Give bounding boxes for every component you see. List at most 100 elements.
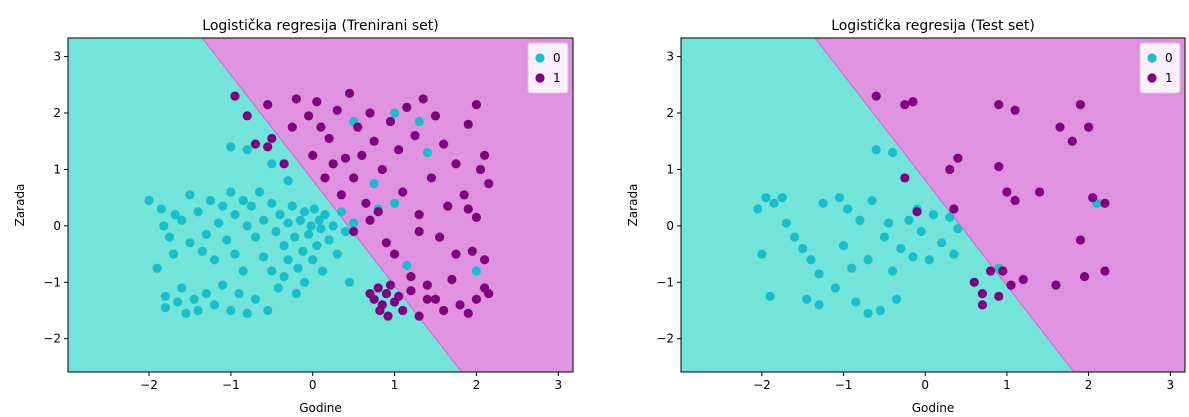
point-class-0	[273, 283, 283, 293]
point-class-1	[1075, 235, 1086, 245]
point-class-0	[193, 207, 203, 217]
plot-frame	[67, 37, 574, 373]
point-class-0	[275, 209, 285, 220]
point-class-1	[1088, 193, 1098, 203]
x-tick-label: 0	[309, 378, 317, 392]
point-class-0	[177, 215, 187, 225]
point-class-1	[383, 311, 393, 321]
point-class-0	[904, 215, 914, 225]
point-class-0	[197, 246, 207, 256]
point-class-0	[242, 308, 252, 318]
point-class-0	[312, 241, 322, 251]
point-class-0	[181, 308, 191, 318]
point-class-1	[402, 102, 412, 112]
point-class-1	[480, 255, 490, 265]
point-class-0	[798, 243, 808, 254]
point-class-1	[340, 153, 351, 163]
point-class-1	[1079, 272, 1090, 282]
point-class-0	[769, 198, 779, 208]
point-class-0	[164, 232, 175, 242]
point-class-0	[328, 221, 338, 231]
point-class-0	[185, 190, 195, 200]
point-class-0	[818, 198, 828, 208]
point-class-1	[1010, 105, 1020, 115]
point-class-1	[422, 294, 432, 304]
point-class-0	[234, 288, 244, 299]
point-class-0	[242, 145, 252, 155]
point-class-1	[336, 190, 346, 200]
point-class-0	[349, 218, 359, 228]
point-class-0	[152, 263, 162, 273]
point-class-1	[977, 300, 988, 310]
point-class-1	[344, 88, 355, 98]
point-class-1	[385, 116, 396, 127]
point-class-0	[896, 243, 906, 254]
point-class-1	[994, 162, 1004, 172]
point-class-1	[985, 266, 996, 276]
chart-title: Logistička regresija (Test set)	[831, 18, 1035, 34]
point-class-0	[316, 224, 326, 234]
region-class-1	[814, 38, 1185, 372]
point-class-1	[443, 201, 453, 211]
point-class-1	[308, 150, 318, 160]
x-tick-label: −1	[222, 378, 240, 392]
point-class-1	[414, 311, 424, 321]
point-class-0	[402, 260, 412, 270]
point-class-0	[867, 195, 877, 206]
point-class-0	[290, 232, 300, 242]
region-class-0	[681, 38, 1074, 372]
point-class-1	[365, 215, 375, 225]
point-class-0	[160, 291, 170, 301]
legend-box	[1139, 42, 1181, 94]
point-class-1	[410, 131, 420, 141]
point-class-1	[1002, 187, 1012, 197]
point-class-1	[398, 187, 408, 197]
point-class-0	[887, 147, 898, 158]
point-class-1	[977, 288, 988, 299]
point-class-0	[254, 187, 265, 197]
point-class-0	[201, 288, 211, 299]
point-class-0	[781, 218, 791, 228]
point-class-1	[263, 99, 273, 110]
point-class-1	[908, 97, 918, 107]
point-class-1	[389, 249, 400, 259]
point-class-0	[144, 195, 154, 206]
point-class-1	[373, 283, 383, 293]
point-class-1	[1006, 280, 1016, 290]
point-class-0	[238, 195, 248, 206]
point-class-0	[765, 291, 775, 301]
y-axis-label: Zarada	[626, 184, 640, 227]
point-class-0	[389, 198, 400, 208]
point-class-1	[328, 159, 338, 169]
legend-marker-1	[535, 73, 545, 83]
y-tick-label: 3	[666, 50, 674, 64]
point-class-1	[1067, 136, 1077, 146]
point-class-1	[475, 164, 486, 175]
point-class-0	[928, 209, 939, 220]
legend-label-0: 0	[1165, 51, 1173, 65]
point-class-1	[1100, 198, 1110, 208]
point-class-0	[299, 207, 310, 217]
y-tick-label: 1	[666, 162, 674, 176]
plot-area	[681, 38, 1185, 372]
point-class-0	[156, 204, 166, 214]
point-class-0	[369, 178, 379, 189]
point-class-1	[291, 94, 301, 104]
point-class-1	[385, 280, 396, 290]
x-tick-label: 0	[921, 378, 929, 392]
point-class-0	[314, 215, 324, 225]
plot-area	[68, 38, 573, 372]
point-class-0	[875, 305, 885, 316]
point-class-0	[414, 116, 424, 127]
point-class-0	[789, 232, 800, 242]
y-tick-label: 2	[666, 106, 674, 120]
chart-train: −2 −1 0 1 2 3 −2 −1 0 1 2 3 Logistička regresija (Tr…	[13, 18, 574, 415]
point-class-0	[263, 305, 273, 316]
point-class-0	[226, 142, 236, 152]
point-class-1	[369, 294, 379, 304]
point-class-0	[218, 201, 228, 211]
point-class-1	[414, 209, 424, 220]
point-class-0	[317, 266, 328, 276]
point-class-0	[344, 277, 355, 287]
legend-label-0: 0	[553, 51, 561, 65]
